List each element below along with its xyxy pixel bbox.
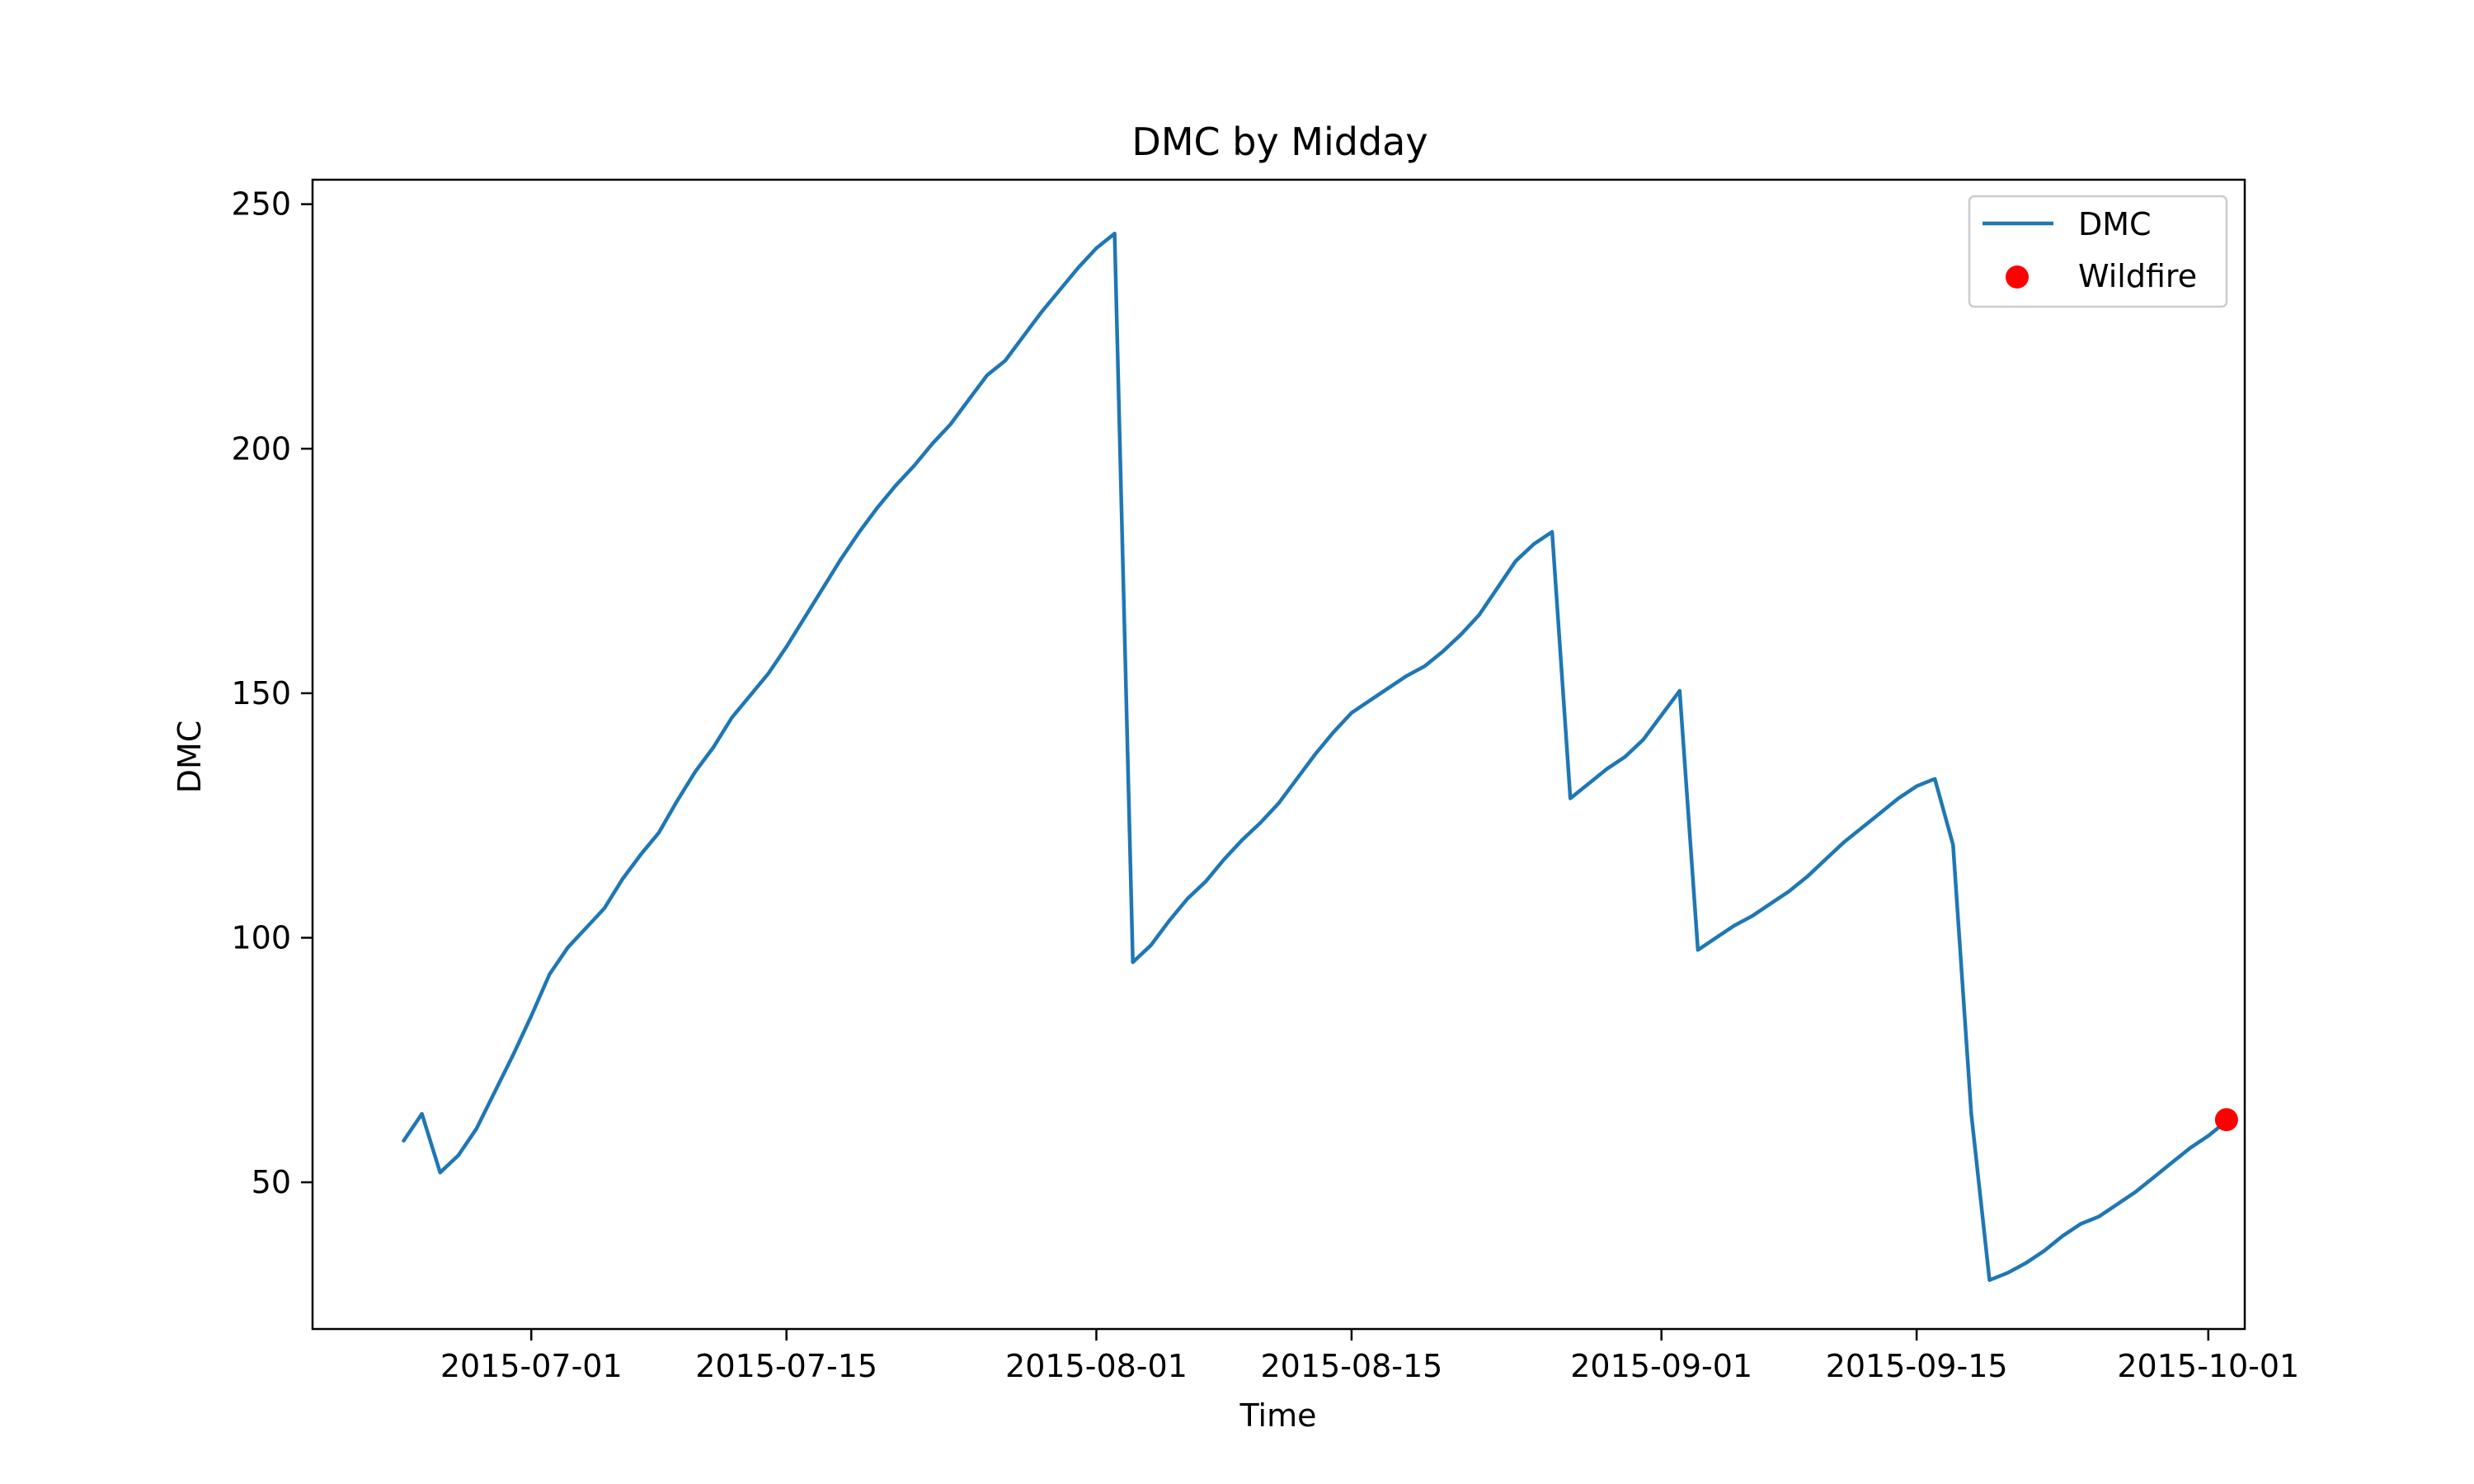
wildfire-point: [2214, 1108, 2238, 1132]
legend-wildfire-label: Wildfire: [2078, 258, 2197, 294]
legend: DMC Wildfire: [1968, 195, 2228, 308]
series-layer: [402, 232, 2238, 1282]
plot-area: [311, 178, 2246, 1331]
y-tick-label: 250: [231, 186, 291, 223]
x-tick-label: 2015-08-15: [1260, 1348, 1442, 1384]
legend-wildfire-marker: [2006, 265, 2029, 289]
y-tick-label: 200: [231, 430, 291, 467]
legend-dmc-label: DMC: [2078, 206, 2152, 242]
y-axis: 50 100 150 200 250: [231, 186, 313, 1200]
chart-title: DMC by Midday: [1131, 120, 1427, 164]
axes-frame: [311, 178, 2246, 1331]
y-tick-label: 50: [252, 1164, 291, 1200]
y-axis-label: DMC: [172, 721, 208, 794]
x-tick-label: 2015-10-01: [2117, 1348, 2299, 1384]
x-tick-label: 2015-08-01: [1005, 1348, 1188, 1384]
x-axis: 2015-07-01 2015-07-15 2015-08-01 2015-08-15…: [440, 1329, 2299, 1384]
x-tick-label: 2015-07-01: [440, 1348, 623, 1384]
x-tick-label: 2015-09-01: [1570, 1348, 1752, 1384]
x-tick-label: 2015-09-15: [1826, 1348, 2008, 1384]
x-axis-label: Time: [1239, 1397, 1317, 1434]
x-tick-label: 2015-07-15: [695, 1348, 877, 1384]
y-tick-label: 100: [231, 919, 291, 956]
y-tick-label: 150: [231, 675, 291, 711]
dmc-series-line: [402, 232, 2229, 1282]
